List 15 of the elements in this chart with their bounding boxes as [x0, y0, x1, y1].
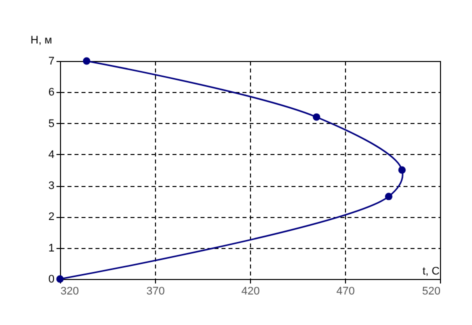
- y-tick-label: 4: [48, 148, 54, 161]
- x-tick-label: 520: [422, 286, 440, 298]
- x-axis-title: t, С: [422, 266, 440, 278]
- y-tick-label: 2: [48, 211, 54, 224]
- x-tick-label: 470: [336, 286, 355, 298]
- y-tick-label: 0: [48, 274, 54, 286]
- y-tick-label: 5: [48, 118, 54, 130]
- y-tick-label: 6: [48, 86, 54, 99]
- y-tick-label: 3: [48, 180, 54, 192]
- x-tick-label: 320: [60, 286, 79, 298]
- y-tick-label: 1: [48, 242, 54, 254]
- y-axis-title: Н, м: [30, 34, 52, 46]
- x-tick-label: 370: [146, 286, 165, 298]
- y-tick-label: 7: [48, 56, 54, 68]
- x-tick-label: 420: [241, 286, 260, 298]
